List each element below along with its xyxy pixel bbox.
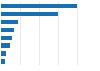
Bar	[1, 59, 5, 64]
Bar	[1, 51, 6, 56]
Bar	[1, 20, 18, 24]
Bar	[1, 12, 58, 16]
Bar	[1, 43, 10, 48]
Bar	[1, 28, 14, 32]
Bar	[1, 36, 12, 40]
Bar	[1, 4, 77, 8]
